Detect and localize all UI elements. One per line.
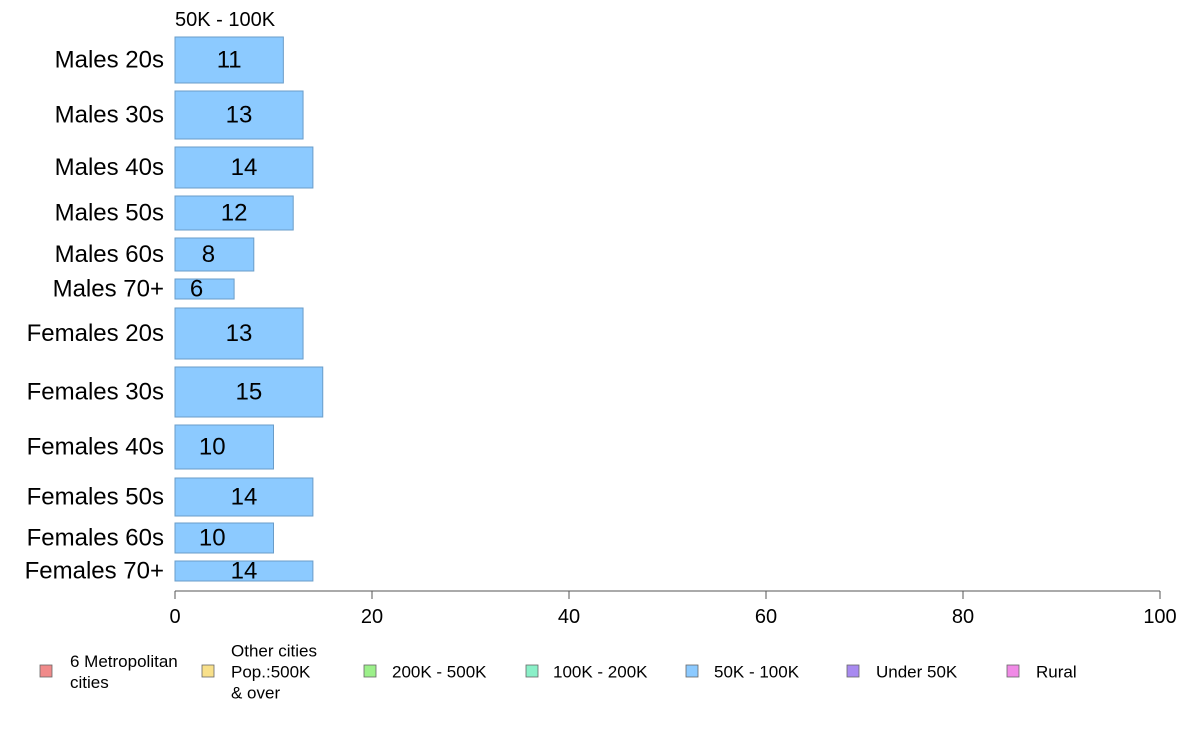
legend: 6 Metropolitan cities Other cities Pop.:50… xyxy=(39,642,1077,703)
legend-swatch xyxy=(201,664,215,678)
category-label: Males 50s xyxy=(55,200,164,227)
bar xyxy=(174,307,304,360)
bar xyxy=(174,146,314,189)
bar xyxy=(174,36,284,84)
x-tick-label: 40 xyxy=(558,606,580,628)
bar xyxy=(174,90,304,140)
category-label: Females 60s xyxy=(27,525,164,552)
bar-value-label: 12 xyxy=(221,200,248,227)
legend-label: cities xyxy=(70,673,109,692)
bar-value-label: 10 xyxy=(199,525,226,552)
category-label: Males 60s xyxy=(55,241,164,268)
bar xyxy=(174,195,294,231)
bar-value-label: 10 xyxy=(199,434,226,461)
bar-value-label: 14 xyxy=(231,154,258,181)
bar-value-label: 13 xyxy=(226,320,253,347)
bar-value-label: 8 xyxy=(202,241,215,268)
bar xyxy=(174,477,314,517)
category-label: Females 40s xyxy=(27,434,164,461)
legend-label: & over xyxy=(231,684,280,703)
legend-swatch xyxy=(525,664,539,678)
chart-title: 50K - 100K xyxy=(175,9,276,31)
x-tick-label: 60 xyxy=(755,606,777,628)
x-tick-label: 0 xyxy=(169,606,180,628)
category-label: Males 20s xyxy=(55,47,164,74)
legend-swatch xyxy=(39,664,53,678)
bar xyxy=(174,237,255,272)
bar-value-label: 6 xyxy=(190,276,203,303)
bar-value-label: 14 xyxy=(231,558,258,585)
category-label: Males 70+ xyxy=(53,276,164,303)
legend-label: Under 50K xyxy=(876,663,958,682)
legend-swatch xyxy=(685,664,699,678)
x-tick-label: 100 xyxy=(1143,606,1176,628)
legend-label: 100K - 200K xyxy=(553,663,648,682)
category-label: Females 70+ xyxy=(25,558,164,585)
bar xyxy=(174,424,274,470)
bar-value-label: 13 xyxy=(226,102,253,129)
legend-swatch xyxy=(1006,664,1020,678)
legend-label: Other cities xyxy=(231,642,317,661)
category-label: Females 30s xyxy=(27,379,164,406)
bar xyxy=(174,278,235,300)
x-axis: 0 20 40 60 80 100 xyxy=(169,590,1177,628)
legend-swatch xyxy=(846,664,860,678)
legend-label: Pop.:500K xyxy=(231,663,311,682)
bar-value-label: 11 xyxy=(217,47,242,74)
x-tick-label: 80 xyxy=(952,606,974,628)
bar-value-label: 15 xyxy=(236,379,263,406)
bar xyxy=(174,522,274,554)
x-tick-label: 20 xyxy=(361,606,383,628)
category-label: Females 50s xyxy=(27,484,164,511)
bar-value-label: 14 xyxy=(231,484,258,511)
category-label: Males 30s xyxy=(55,102,164,129)
bar xyxy=(174,560,314,582)
bar xyxy=(174,366,324,418)
legend-label: 200K - 500K xyxy=(392,663,487,682)
legend-label: 50K - 100K xyxy=(714,663,800,682)
category-label: Males 40s xyxy=(55,154,164,181)
category-label: Females 20s xyxy=(27,320,164,347)
legend-label: 6 Metropolitan xyxy=(70,652,178,671)
legend-label: Rural xyxy=(1036,663,1077,682)
legend-swatch xyxy=(363,664,377,678)
bars-group: Males 20s 11 Males 30s 13 Males 40s 14 Males 5… xyxy=(25,36,324,585)
